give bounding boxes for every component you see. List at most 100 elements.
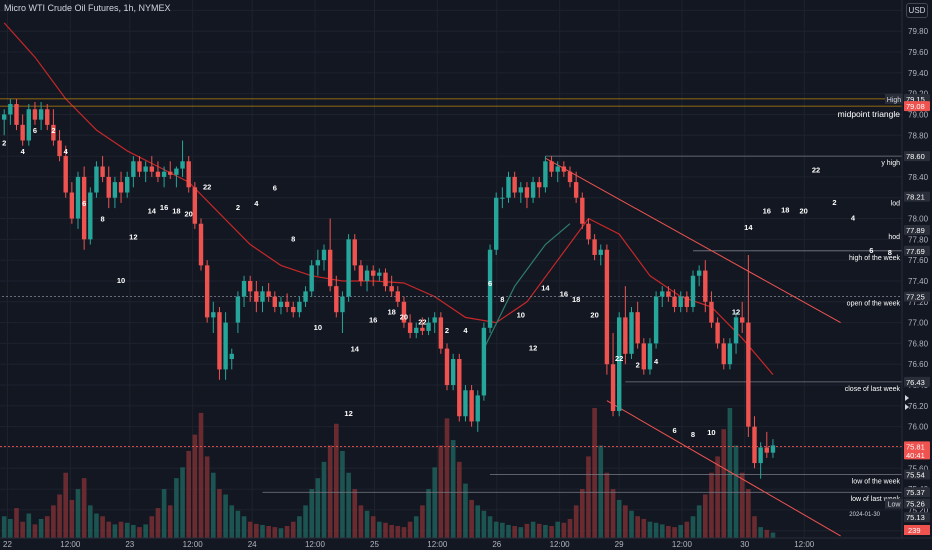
volume-bar — [715, 456, 720, 538]
volume-bar — [438, 445, 444, 538]
price-tick: 79.00 — [908, 110, 929, 119]
count-label: 2 — [2, 139, 6, 148]
volume-bar — [241, 516, 247, 538]
volume-bar — [155, 508, 161, 538]
price-tag-text: 75.54 — [906, 471, 925, 480]
candle-body — [457, 359, 462, 417]
volume-bar — [444, 418, 450, 538]
candle-body — [592, 239, 597, 255]
count-label: 18 — [172, 206, 180, 215]
count-label: 2 — [445, 326, 449, 335]
candle-body — [192, 187, 198, 224]
volume-bar — [131, 524, 136, 538]
candle-body — [530, 182, 536, 198]
price-tag-text: 79.08 — [906, 102, 925, 111]
volume-bar — [100, 516, 105, 538]
count-label: 22 — [812, 166, 820, 175]
volume-bar — [389, 524, 394, 538]
price-tag-text: 75.13 — [906, 513, 925, 522]
volume-bar — [432, 467, 437, 538]
volume-bar — [63, 472, 68, 538]
volume-bar — [604, 472, 610, 538]
time-tick: 12:00 — [427, 540, 448, 549]
count-label: 20 — [590, 310, 598, 319]
level-label-hod: hod — [888, 234, 900, 241]
candle-body — [475, 395, 480, 422]
chart-title: Micro WTI Crude Oil Futures, 1h, NYMEX — [4, 3, 171, 13]
count-label: 18 — [781, 205, 789, 214]
volume-bar — [14, 508, 19, 538]
price-tick: 75.20 — [908, 506, 929, 515]
volume-bar — [223, 494, 228, 538]
time-axis-panel[interactable] — [0, 538, 932, 550]
price-tick: 79.40 — [908, 69, 929, 78]
volume-bar — [530, 521, 536, 538]
count-label: 4 — [64, 147, 69, 156]
price-tag-text: 75.37 — [906, 488, 925, 497]
candle-body — [309, 265, 314, 292]
candle-body — [463, 390, 468, 417]
count-label: 22 — [615, 354, 623, 363]
count-label: 14 — [744, 223, 753, 232]
level-annotations: midpoint triangle y high lod hod high of the… — [838, 109, 901, 518]
currency-button[interactable]: USD — [906, 3, 928, 18]
price-tick: 76.60 — [908, 360, 929, 369]
count-label: 2 — [51, 126, 55, 135]
candle-body — [198, 223, 204, 266]
count-label: 18 — [387, 307, 395, 316]
candle-body — [506, 176, 511, 198]
trendlines[interactable] — [545, 157, 841, 537]
price-tag-midpoint-triangle — [904, 101, 930, 112]
count-label: 2 — [636, 360, 640, 369]
candle-body — [371, 270, 376, 276]
volume-bar — [278, 528, 284, 538]
count-label: 12 — [344, 409, 352, 418]
volume-bar — [204, 456, 210, 538]
time-tick: 26 — [492, 540, 501, 549]
candle-body — [174, 168, 179, 175]
volume-bar — [211, 472, 216, 538]
candle-body — [358, 265, 364, 281]
time-tick: 23 — [125, 540, 134, 549]
volume-bar — [69, 499, 75, 538]
candle-body — [334, 286, 339, 313]
count-label: 22 — [418, 318, 426, 327]
level-label-lod: lod — [891, 201, 900, 208]
count-label: 16 — [763, 206, 771, 215]
trendline-2 — [606, 400, 841, 537]
candle-body — [481, 327, 487, 396]
candle-body — [137, 161, 142, 172]
price-tag-text: 78.60 — [906, 152, 925, 161]
volume-bar — [377, 521, 382, 538]
candle-body — [733, 317, 739, 344]
candle-body — [629, 312, 634, 354]
candle-body — [254, 291, 259, 302]
price-tag-timestamp — [904, 512, 930, 523]
price-tick: 79.80 — [908, 27, 929, 36]
level-label-midpoint-triangle: midpoint triangle — [838, 109, 901, 119]
candle-body — [75, 176, 81, 219]
volume-bar — [709, 472, 714, 538]
volume-bar — [266, 526, 271, 538]
candle-body — [383, 272, 388, 287]
price-tag-close-of-last-week — [904, 376, 930, 387]
price-tick: 77.00 — [908, 319, 929, 328]
green-moving-average — [483, 223, 571, 349]
candle-body — [561, 166, 567, 172]
volume-tag-text: 239 — [908, 526, 921, 535]
volume-bar — [524, 523, 530, 538]
volume-bar — [149, 516, 155, 538]
volume-bar — [739, 472, 745, 538]
candle-body — [500, 197, 505, 199]
candle-body — [63, 156, 68, 193]
volume-bar — [684, 521, 690, 538]
count-label: 2 — [832, 198, 836, 207]
candle-body — [487, 249, 493, 328]
volume-bar — [284, 526, 290, 538]
volume-bar — [309, 489, 314, 538]
candle-body — [327, 249, 333, 287]
count-label: 4 — [654, 357, 659, 366]
price-tick: 77.20 — [908, 298, 929, 307]
candle-body — [635, 312, 640, 344]
